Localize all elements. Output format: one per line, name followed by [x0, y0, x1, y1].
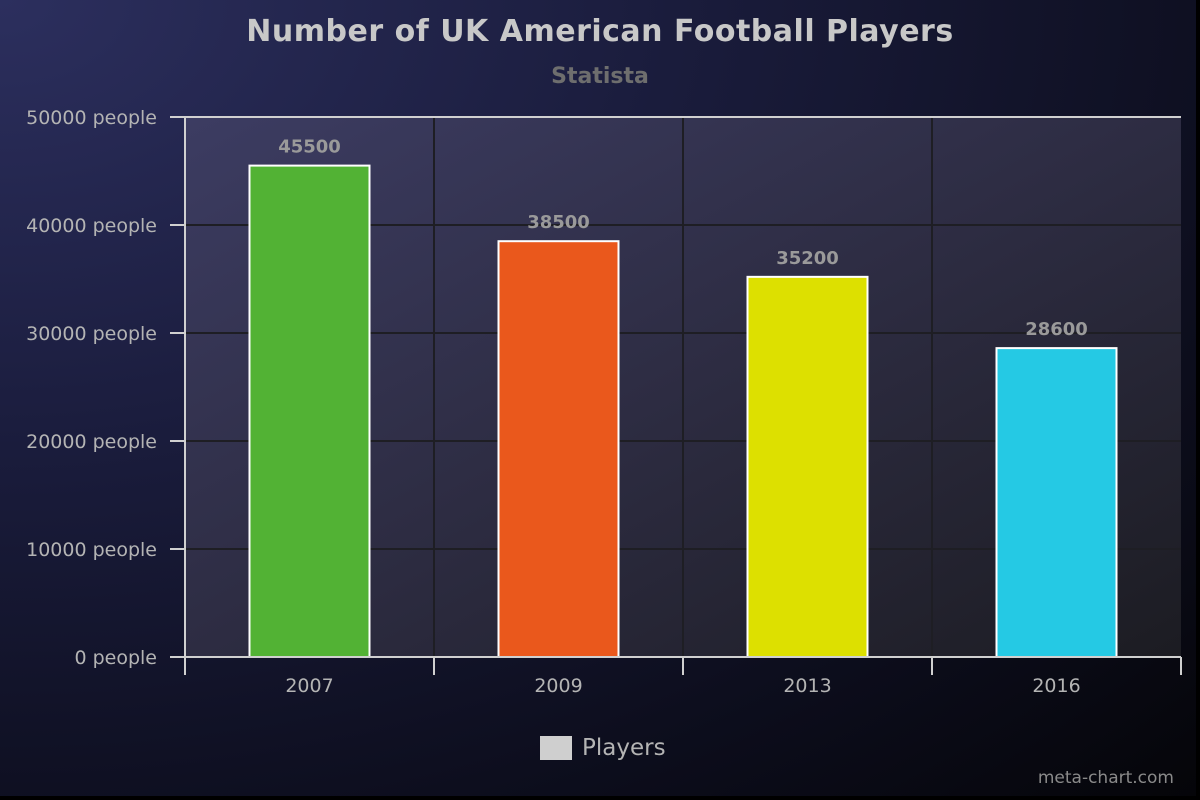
data-label-2013: 35200 [776, 248, 839, 269]
y-tick-label-1: 10000 people [26, 539, 157, 561]
legend-swatch [540, 736, 572, 760]
bar-2009 [497, 240, 620, 658]
x-tick-label-2016: 2016 [1032, 675, 1080, 697]
y-tick-label-5: 50000 people [26, 107, 157, 129]
y-tick-label-2: 20000 people [26, 431, 157, 453]
y-tick-label-4: 40000 people [26, 215, 157, 237]
x-tick-label-2007: 2007 [285, 675, 333, 697]
bar-2007 [248, 164, 371, 658]
bar-2016 [995, 347, 1118, 658]
x-tick-label-2009: 2009 [534, 675, 582, 697]
y-tick-label-0: 0 people [74, 647, 157, 669]
labels: 45500 38500 35200 28600 0 people 10000 people… [26, 107, 1088, 697]
data-label-2016: 28600 [1025, 319, 1088, 340]
bar-2013 [746, 275, 869, 658]
bars [248, 164, 1118, 658]
credit-text: meta-chart.com [1037, 768, 1174, 788]
chart-title: Number of UK American Football Players [246, 14, 954, 49]
x-tick-label-2013: 2013 [783, 675, 831, 697]
legend: Players [540, 734, 666, 762]
axes [170, 116, 1182, 675]
y-tick-label-3: 30000 people [26, 323, 157, 345]
chart-subtitle: Statista [551, 64, 649, 89]
data-label-2007: 45500 [278, 137, 341, 158]
data-label-2009: 38500 [527, 212, 590, 233]
legend-label-players: Players [582, 735, 666, 761]
